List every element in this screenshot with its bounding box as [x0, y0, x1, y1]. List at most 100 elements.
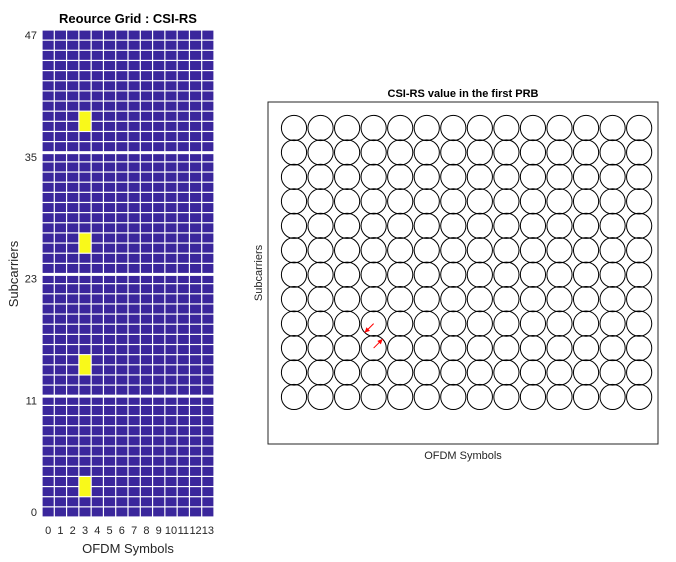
grid-cell	[104, 40, 116, 50]
grid-cell	[190, 233, 202, 243]
grid-cell	[91, 466, 103, 476]
resource-element-circle	[546, 383, 573, 411]
grid-cell	[165, 456, 177, 466]
grid-cell	[140, 243, 152, 253]
grid-cell	[104, 477, 116, 486]
grid-cell	[91, 40, 103, 50]
grid-cell	[42, 314, 54, 324]
grid-cell	[202, 397, 214, 405]
grid-cell	[116, 446, 128, 456]
grid-cell	[42, 406, 54, 415]
resource-element-circle	[519, 212, 547, 239]
grid-cell	[128, 243, 140, 253]
grid-cell	[165, 253, 177, 263]
resource-element-circle	[493, 261, 520, 288]
grid-cell	[79, 253, 91, 263]
grid-cell	[153, 243, 165, 253]
grid-cell	[202, 111, 214, 121]
grid-cell	[153, 50, 165, 60]
grid-cell	[202, 263, 214, 273]
grid-cell	[190, 446, 202, 456]
grid-cell	[42, 223, 54, 233]
grid-cell	[153, 334, 165, 344]
resource-element-circle	[280, 188, 308, 215]
grid-cell	[165, 243, 177, 253]
grid-cell	[79, 263, 91, 273]
grid-cell	[190, 91, 202, 101]
csi-rs-block	[79, 111, 91, 131]
grid-cell	[190, 375, 202, 385]
grid-cell	[202, 487, 214, 497]
grid-cell	[67, 182, 79, 192]
grid-cell	[67, 162, 79, 172]
resource-element-circle	[546, 286, 573, 313]
grid-cell	[67, 192, 79, 202]
grid-cell	[128, 294, 140, 304]
resource-element-circle	[519, 359, 547, 386]
grid-cell	[54, 192, 66, 202]
grid-cell	[42, 40, 54, 50]
grid-cell	[153, 132, 165, 142]
grid-cell	[140, 233, 152, 243]
resource-element-circle	[466, 237, 493, 264]
grid-cell	[91, 477, 103, 486]
grid-cell	[104, 507, 116, 517]
grid-cell	[67, 375, 79, 385]
resource-element-circle	[360, 114, 387, 142]
grid-cell	[153, 61, 165, 70]
grid-cell	[91, 263, 103, 273]
grid-cell	[202, 154, 214, 162]
grid-cell	[128, 253, 140, 263]
resource-element-circle	[360, 334, 387, 362]
grid-cell	[165, 426, 177, 436]
grid-cell	[79, 385, 91, 395]
resource-element-circle	[493, 163, 520, 190]
resource-element-circle	[626, 139, 653, 166]
grid-cell	[116, 345, 128, 355]
grid-cell	[42, 182, 54, 192]
grid-cell	[202, 406, 214, 415]
grid-cell	[177, 497, 189, 507]
grid-cell	[104, 284, 116, 294]
grid-cell	[116, 314, 128, 324]
resource-element-circle	[626, 383, 653, 411]
grid-cell	[190, 284, 202, 294]
grid-cell	[54, 406, 66, 415]
grid-cell	[202, 61, 214, 70]
grid-cell	[104, 182, 116, 192]
resource-element-circle	[519, 188, 547, 215]
grid-cell	[67, 365, 79, 375]
grid-cell	[91, 314, 103, 324]
grid-title: Reource Grid : CSI-RS	[59, 11, 197, 26]
grid-cell	[79, 142, 91, 152]
grid-cell	[42, 294, 54, 304]
grid-x-tick-label: 8	[143, 525, 149, 537]
grid-cell	[42, 466, 54, 476]
grid-cell	[190, 40, 202, 50]
grid-cell	[104, 61, 116, 70]
grid-cell	[190, 81, 202, 91]
grid-cell	[67, 111, 79, 121]
grid-cell	[190, 334, 202, 344]
grid-cell	[91, 253, 103, 263]
grid-cell	[42, 345, 54, 355]
grid-cell	[79, 30, 91, 40]
grid-cell	[67, 466, 79, 476]
resource-element-circle	[599, 114, 626, 142]
grid-cell	[128, 334, 140, 344]
grid-cell	[91, 275, 103, 284]
resource-element-circle	[493, 188, 520, 215]
grid-cell	[177, 436, 189, 446]
grid-cell	[177, 275, 189, 284]
grid-cell	[128, 314, 140, 324]
grid-cell	[177, 324, 189, 334]
grid-cell	[104, 192, 116, 202]
csi-rs-block	[79, 477, 91, 497]
grid-cell	[54, 446, 66, 456]
grid-cell	[116, 355, 128, 365]
resource-element-circle	[572, 334, 600, 362]
resource-element-circle	[466, 114, 493, 142]
grid-cell	[116, 132, 128, 142]
grid-cell	[177, 314, 189, 324]
grid-cell	[67, 40, 79, 50]
